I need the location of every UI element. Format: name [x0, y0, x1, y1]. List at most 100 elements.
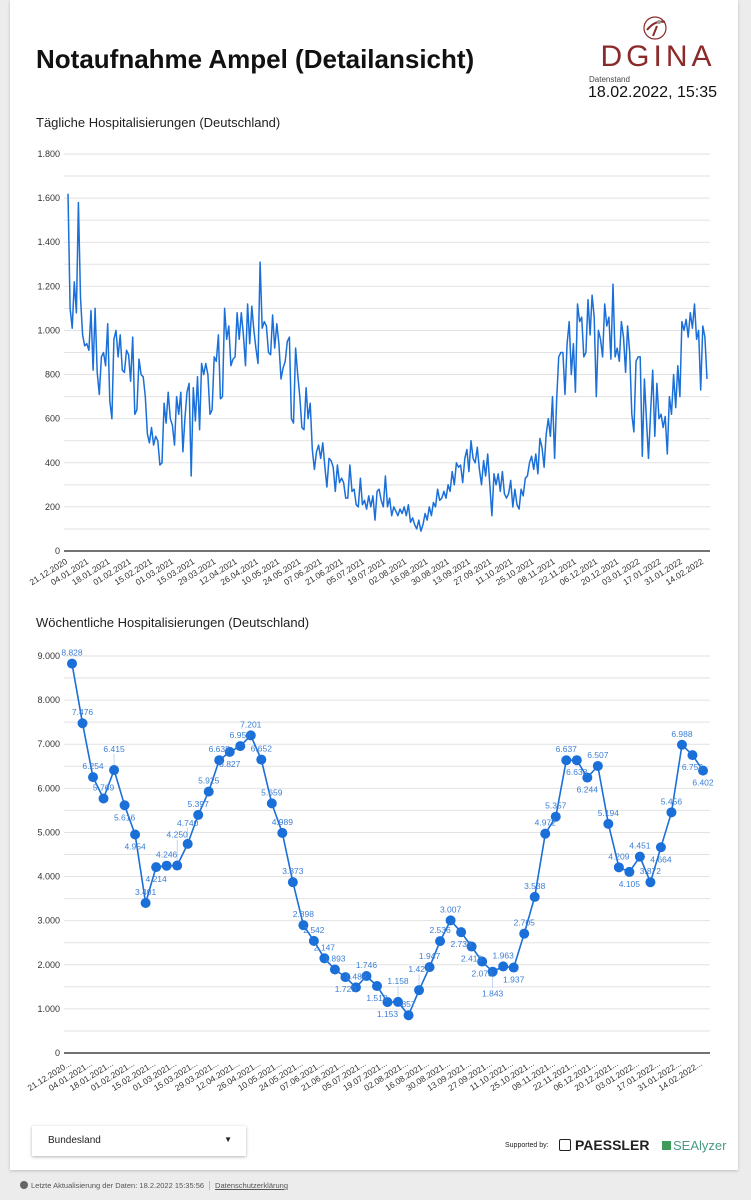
- data-label: 4.209: [608, 851, 630, 861]
- data-point: [130, 829, 141, 840]
- y-tick-label: 400: [45, 458, 60, 468]
- data-label: 1.937: [503, 975, 525, 985]
- y-tick-label: 0: [55, 546, 60, 556]
- y-tick-label: 6.000: [37, 783, 60, 793]
- paessler-logo[interactable]: PAESSLER: [559, 1137, 649, 1153]
- data-point: [393, 996, 404, 1007]
- data-point: [193, 809, 204, 820]
- data-label: 2.739: [450, 939, 472, 949]
- data-label: 6.988: [671, 729, 693, 739]
- data-label: 3.401: [135, 887, 157, 897]
- y-tick-label: 8.000: [37, 695, 60, 705]
- data-label: 1.843: [482, 989, 504, 999]
- data-point: [435, 936, 446, 947]
- data-point: [287, 877, 298, 888]
- data-label: 4.664: [650, 854, 672, 864]
- data-label: 8.828: [61, 648, 83, 658]
- data-label: 1.158: [387, 976, 409, 986]
- sealyzer-icon: [662, 1141, 671, 1150]
- data-label: 7.201: [240, 719, 262, 729]
- data-point: [119, 800, 130, 811]
- data-label: 7.476: [72, 707, 94, 717]
- data-label: 4.972: [535, 818, 557, 828]
- logo-emblem-icon: [643, 16, 667, 40]
- data-label: 6.244: [577, 785, 599, 795]
- data-point: [340, 972, 351, 983]
- data-label: 6.638: [566, 767, 588, 777]
- y-tick-label: 4.000: [37, 872, 60, 882]
- page-title: Notaufnahme Ampel (Detailansicht): [36, 44, 475, 74]
- y-tick-label: 5.000: [37, 827, 60, 837]
- datenstand-label: Datenstand: [589, 75, 630, 84]
- data-point: [508, 962, 519, 973]
- data-label: 4.954: [124, 841, 146, 851]
- data-label: 6.638: [209, 744, 231, 754]
- data-label: 3.007: [440, 904, 462, 914]
- y-tick-label: 1.400: [37, 237, 60, 247]
- data-point: [382, 997, 393, 1008]
- data-point: [77, 718, 88, 729]
- data-point: [561, 755, 572, 766]
- data-point: [466, 941, 477, 952]
- data-point: [666, 807, 677, 818]
- paessler-text: PAESSLER: [575, 1137, 650, 1153]
- caret-down-icon: ▼: [224, 1135, 232, 1144]
- data-point: [519, 928, 530, 939]
- data-point: [298, 920, 309, 931]
- data-label: 2.147: [314, 942, 336, 952]
- data-point: [172, 860, 183, 871]
- data-point: [67, 658, 77, 669]
- y-tick-label: 1.600: [37, 193, 60, 203]
- footer: Letzte Aktualisierung der Daten: 18.2.20…: [20, 1181, 288, 1190]
- data-label: 5.357: [545, 801, 567, 811]
- data-point: [308, 935, 319, 946]
- data-label: 6.753: [682, 762, 704, 772]
- supported-by-label: Supported by:: [505, 1142, 549, 1149]
- data-label: 4.246: [156, 850, 178, 860]
- data-point: [277, 827, 288, 838]
- data-point: [477, 956, 488, 967]
- data-label: 6.415: [103, 744, 125, 754]
- data-point: [224, 746, 235, 757]
- data-point: [109, 765, 120, 776]
- data-label: 4.989: [272, 817, 294, 827]
- y-tick-label: 1.800: [37, 149, 60, 159]
- data-label: 1.720: [335, 984, 357, 994]
- data-point: [245, 730, 256, 741]
- bundesland-label: Bundesland: [48, 1135, 101, 1146]
- data-point: [371, 981, 382, 992]
- data-point: [655, 842, 666, 853]
- dgina-logo: DGINA: [600, 16, 715, 73]
- data-label: 857: [401, 999, 415, 1009]
- data-label: 6.958: [230, 730, 252, 740]
- data-label: 5.456: [661, 796, 683, 806]
- data-label: 5.616: [114, 812, 136, 822]
- y-tick-label: 1.000: [37, 325, 60, 335]
- data-point: [182, 838, 193, 849]
- y-tick-label: 1.200: [37, 281, 60, 291]
- data-label: 5.194: [598, 808, 620, 818]
- data-label: 2.898: [293, 909, 315, 919]
- data-point: [235, 741, 246, 752]
- bundesland-dropdown[interactable]: Bundesland ▼: [32, 1126, 246, 1156]
- privacy-link[interactable]: Datenschutzerklärung: [215, 1181, 289, 1190]
- data-label: 5.659: [261, 787, 283, 797]
- data-label: 1.424: [408, 964, 430, 974]
- sealyzer-text: SEAlyzer: [673, 1138, 727, 1153]
- data-label: 1.488: [345, 971, 367, 981]
- data-label: 4.451: [629, 841, 651, 851]
- data-point: [256, 754, 267, 765]
- daily-chart-title: Tägliche Hospitalisierungen (Deutschland…: [36, 115, 281, 130]
- data-point: [456, 927, 467, 938]
- data-point: [414, 985, 425, 996]
- info-icon: [20, 1181, 28, 1189]
- data-point: [88, 772, 99, 783]
- svg-text:DGINA: DGINA: [600, 40, 715, 73]
- y-tick-label: 2.000: [37, 960, 60, 970]
- data-point: [203, 786, 214, 797]
- data-point: [350, 982, 361, 993]
- data-point: [624, 866, 635, 877]
- data-point: [571, 755, 582, 766]
- sealyzer-logo[interactable]: SEAlyzer: [662, 1138, 726, 1153]
